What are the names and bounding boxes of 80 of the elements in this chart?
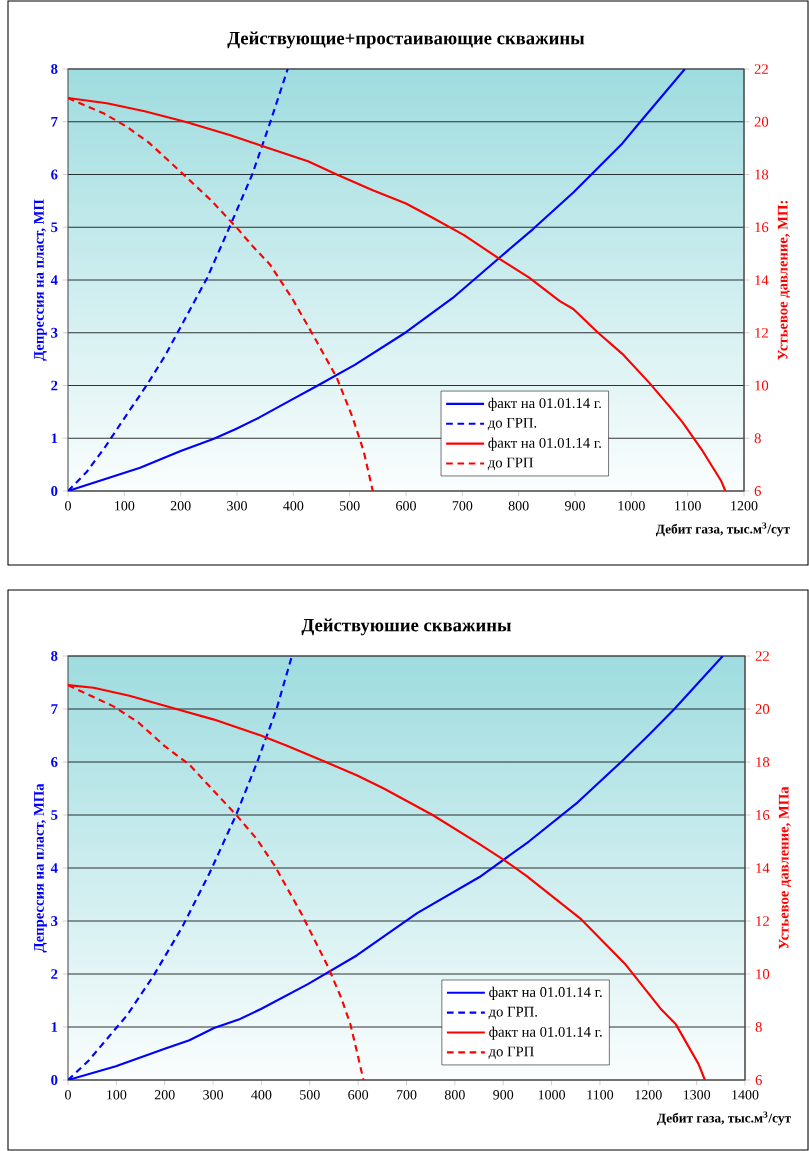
y-tick-label: 1	[51, 433, 58, 444]
x-tick-label: 1100	[587, 1090, 614, 1100]
y-axis-title: Депрессия на пласт, МП	[34, 199, 47, 361]
x-tick-label: 1000	[618, 501, 645, 511]
y2-tick-label: 6	[755, 1075, 762, 1085]
chart-title: Действуюшие скважины	[301, 618, 512, 636]
y-tick-label: 8	[51, 64, 58, 74]
x-tick-label: 1400	[732, 1090, 759, 1100]
x-tick-label: 0	[65, 501, 71, 511]
x-tick-label: 400	[251, 1090, 272, 1100]
y2-tick-label: 16	[756, 810, 770, 820]
y2-tick-label: 20	[754, 116, 769, 127]
y-tick-label: 4	[50, 275, 58, 285]
y2-tick-label: 10	[756, 969, 770, 979]
y2-tick-label: 8	[754, 433, 761, 444]
legend-label: факт на 01.01.14 г.	[488, 437, 601, 451]
y2-tick-label: 18	[756, 757, 770, 767]
x-tick-label: 300	[227, 501, 247, 511]
legend-label: до ГРП	[487, 457, 534, 471]
y-tick-label: 3	[51, 916, 58, 926]
x-tick-label: 200	[170, 501, 191, 511]
y2-tick-label: 18	[755, 169, 769, 180]
x-tick-label: 800	[444, 1090, 465, 1100]
x-tick-label: 500	[300, 1090, 320, 1100]
y2-tick-label: 12	[755, 327, 768, 338]
y-tick-label: 6	[51, 757, 58, 767]
x-tick-label: 900	[493, 1090, 514, 1100]
y-tick-label: 7	[51, 116, 58, 127]
legend-label: факт на 01.01.14 г.	[489, 1026, 602, 1040]
y2-tick-label: 6	[754, 486, 761, 496]
x-tick-label: 1100	[675, 501, 701, 511]
y-tick-label: 2	[51, 380, 58, 391]
y-tick-label: 1	[51, 1022, 58, 1032]
x-tick-label: 600	[348, 1090, 369, 1100]
y-tick-label: 0	[51, 1075, 58, 1085]
x-tick-label: 200	[154, 1090, 175, 1100]
y2-axis-title: Устьевое давление, МПа	[778, 786, 792, 950]
y-tick-label: 4	[50, 863, 58, 873]
y2-axis-title: Устьевое давление, МП:	[777, 201, 791, 360]
legend-label: факт на 01.01.14 г.	[489, 986, 602, 1000]
x-tick-label: 700	[452, 501, 473, 511]
y2-tick-label: 14	[756, 863, 770, 873]
x-tick-label: 400	[283, 501, 304, 511]
x-tick-label: 900	[564, 501, 585, 511]
y-tick-label: 0	[51, 486, 58, 496]
y-tick-label: 2	[51, 969, 58, 979]
x-tick-label: 0	[65, 1090, 71, 1100]
y2-tick-label: 14	[755, 275, 769, 285]
y2-tick-label: 22	[755, 651, 769, 661]
x-tick-label: 700	[396, 1090, 417, 1100]
y-tick-label: 3	[51, 327, 58, 338]
y2-tick-label: 20	[755, 704, 770, 714]
y-axis-title: Депрессия на пласт, МПа	[34, 783, 47, 953]
y-tick-label: 6	[51, 169, 58, 180]
x-tick-label: 500	[339, 501, 360, 511]
x-tick-label: 1000	[538, 1090, 566, 1100]
x-tick-label: 1200	[635, 1090, 662, 1100]
x-tick-label: 300	[203, 1090, 224, 1100]
x-tick-label: 100	[107, 1090, 127, 1100]
legend-label: факт на 01.01.14 г.	[488, 397, 601, 412]
y-tick-label: 7	[51, 704, 58, 714]
y2-tick-label: 10	[755, 380, 769, 391]
legend-label: до ГРП.	[487, 417, 537, 431]
y-tick-label: 8	[51, 651, 58, 661]
x-tick-label: 100	[115, 501, 135, 511]
y-tick-label: 5	[51, 810, 58, 820]
x-axis-title: Дебит газа, тыс.м$^{3}$/сут	[656, 1111, 791, 1126]
chart-title: Действующие+простаивающие скважины	[227, 31, 585, 49]
x-axis-title: Дебит газа, тыс.м$^{3}$/сут	[655, 522, 790, 537]
x-tick-label: 600	[396, 501, 416, 511]
y-tick-label: 5	[51, 222, 58, 233]
y2-tick-label: 8	[755, 1022, 762, 1032]
y2-tick-label: 22	[754, 64, 768, 74]
legend-label: до ГРП	[488, 1046, 534, 1060]
y2-tick-label: 12	[756, 916, 769, 926]
x-tick-label: 800	[508, 501, 529, 511]
x-tick-label: 1200	[731, 501, 758, 511]
y2-tick-label: 16	[755, 222, 769, 233]
x-tick-label: 1300	[683, 1090, 711, 1100]
legend-label: до ГРП.	[488, 1006, 537, 1020]
